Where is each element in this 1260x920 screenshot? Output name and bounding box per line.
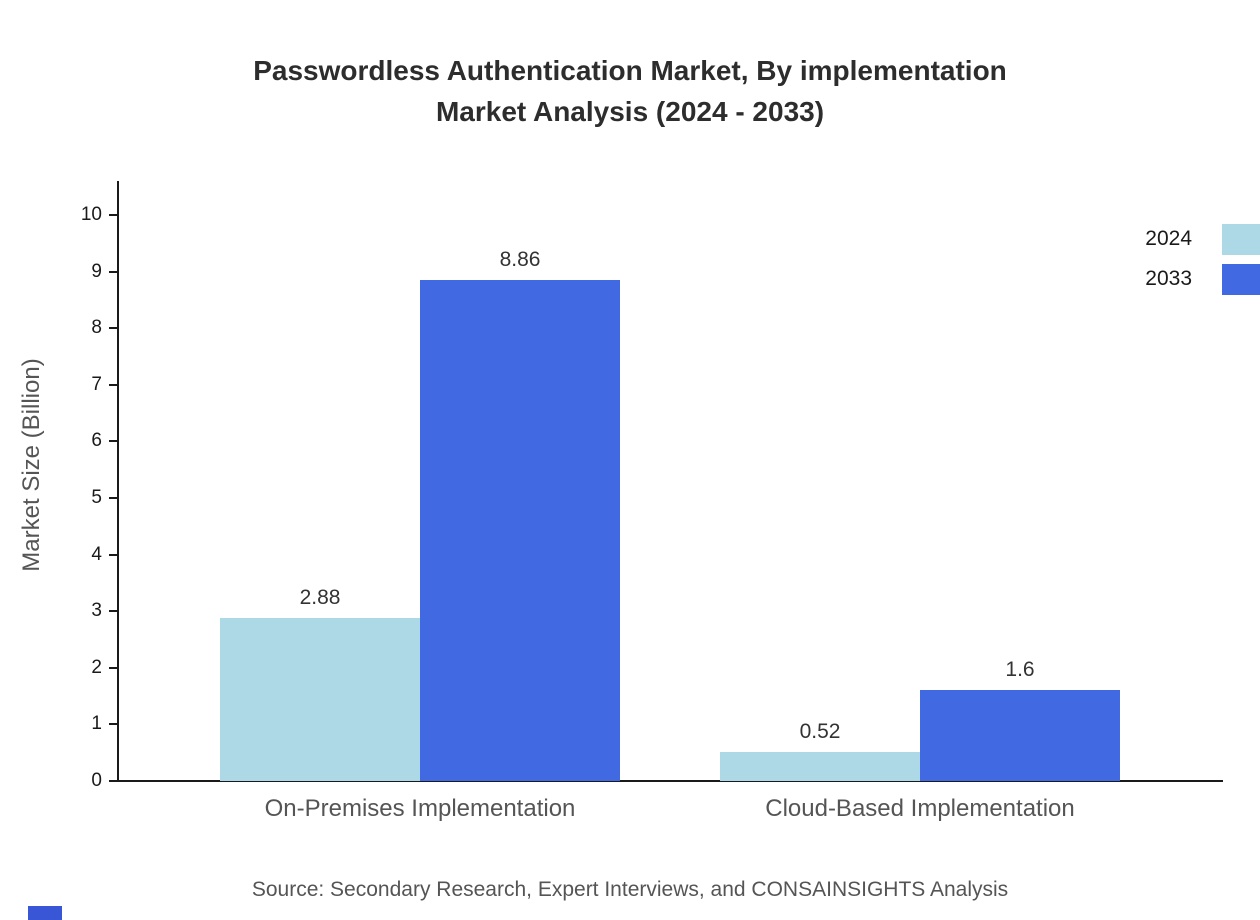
y-axis-tick-label: 9 bbox=[91, 260, 102, 282]
y-axis-tick-label: 1 bbox=[91, 713, 102, 735]
legend-item: 2033 bbox=[1145, 259, 1260, 299]
y-axis-tick bbox=[109, 440, 118, 443]
y-axis-tick bbox=[109, 214, 118, 216]
x-category-label: On-Premises Implementation bbox=[264, 795, 576, 822]
bar-2033-category-1 bbox=[420, 279, 620, 781]
y-axis-tick-label: 10 bbox=[80, 204, 102, 225]
y-axis-line bbox=[117, 181, 119, 782]
y-axis-tick-label: 7 bbox=[91, 373, 102, 395]
y-axis-tick bbox=[109, 553, 118, 556]
y-axis-tick bbox=[109, 270, 118, 273]
chart-title: Passwordless Authentication Market, By i… bbox=[0, 50, 1260, 132]
bar-2024-category-1 bbox=[220, 617, 420, 781]
y-axis-tick-label: 8 bbox=[91, 317, 102, 339]
y-axis-tick bbox=[109, 666, 118, 669]
y-axis-tick bbox=[109, 497, 118, 499]
chart-title-line-2: Market Analysis (2024 - 2033) bbox=[435, 96, 825, 127]
bar-value-label: 1.6 bbox=[1005, 658, 1035, 682]
bar-value-label: 2.88 bbox=[299, 585, 341, 609]
y-axis-tick bbox=[109, 723, 118, 726]
legend-item: 2024 bbox=[1145, 219, 1260, 259]
y-axis-tick bbox=[109, 327, 118, 330]
x-axis-line bbox=[117, 780, 1223, 782]
y-axis-tick-label: 0 bbox=[91, 770, 102, 791]
y-axis-tick-label: 6 bbox=[91, 430, 102, 452]
chart-title-line-1: Passwordless Authentication Market, By i… bbox=[253, 55, 1007, 86]
legend-swatch bbox=[1222, 263, 1260, 295]
x-category-label: Cloud-Based Implementation bbox=[765, 795, 1075, 822]
bar-value-label: 0.52 bbox=[799, 719, 841, 743]
y-axis-tick-label: 3 bbox=[91, 600, 102, 622]
y-axis-tick-label: 5 bbox=[91, 487, 102, 508]
y-axis-tick-label: 4 bbox=[91, 543, 102, 565]
legend-item-label: 2024 bbox=[1145, 227, 1192, 250]
bottom-left-brand-mark bbox=[28, 906, 62, 920]
legend-swatch bbox=[1222, 223, 1260, 255]
source-note: Source: Secondary Research, Expert Inter… bbox=[251, 878, 1009, 901]
y-axis-tick bbox=[109, 780, 118, 782]
y-axis-tick bbox=[109, 383, 118, 386]
chart-legend: 2024 2033 bbox=[1145, 219, 1260, 299]
legend-item-label: 2033 bbox=[1145, 267, 1192, 290]
y-axis-tick bbox=[109, 610, 118, 613]
bar-value-label: 8.86 bbox=[499, 247, 541, 271]
bar-2033-category-2 bbox=[920, 690, 1120, 781]
bar-2024-category-2 bbox=[720, 751, 920, 781]
y-axis-tick-label: 2 bbox=[91, 656, 102, 678]
